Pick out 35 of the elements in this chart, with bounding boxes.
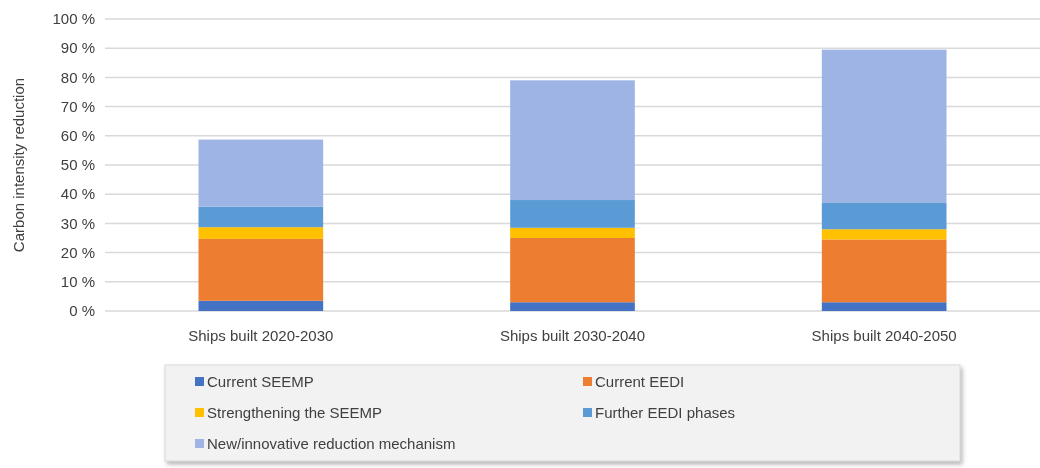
bar xyxy=(198,238,324,301)
bar xyxy=(821,229,947,240)
x-tick-label: Ships built 2040-2050 xyxy=(811,327,957,344)
legend-label: Further EEDI phases xyxy=(595,404,736,422)
bar xyxy=(821,49,947,203)
bar xyxy=(821,202,947,230)
y-tick-label: 70 % xyxy=(60,97,95,115)
y-tick-label: 100 % xyxy=(52,10,95,28)
y-tick-label: 90 % xyxy=(60,39,95,57)
bar xyxy=(510,238,635,303)
y-tick-label: 10 % xyxy=(60,273,95,291)
y-tick-label: 20 % xyxy=(60,243,95,261)
y-axis-title: Carbon intensity reduction xyxy=(10,77,27,253)
bar xyxy=(198,300,324,311)
legend-label: Current EEDI xyxy=(595,373,685,391)
bar xyxy=(510,227,635,238)
bar xyxy=(198,139,324,207)
y-tick-label: 30 % xyxy=(60,214,95,232)
x-tick-label: Ships built 2020-2030 xyxy=(188,327,334,344)
x-tick-label: Ships built 2030-2040 xyxy=(499,327,646,344)
bar xyxy=(821,302,947,311)
bar xyxy=(198,206,324,228)
y-tick-label: 50 % xyxy=(60,156,95,174)
y-tick-label: 80 % xyxy=(60,68,95,86)
bar xyxy=(198,227,324,239)
bar xyxy=(510,80,635,201)
y-tick-label: 60 % xyxy=(60,127,95,145)
legend-label: Current SEEMP xyxy=(207,373,314,391)
legend-label: Strengthening the SEEMP xyxy=(207,404,383,422)
bar xyxy=(510,302,635,311)
bar xyxy=(821,239,947,303)
y-tick-label: 0 % xyxy=(69,302,95,320)
legend-label: New/innovative reduction mechanism xyxy=(207,435,456,453)
y-tick-label: 40 % xyxy=(60,185,95,203)
bar xyxy=(510,200,635,228)
